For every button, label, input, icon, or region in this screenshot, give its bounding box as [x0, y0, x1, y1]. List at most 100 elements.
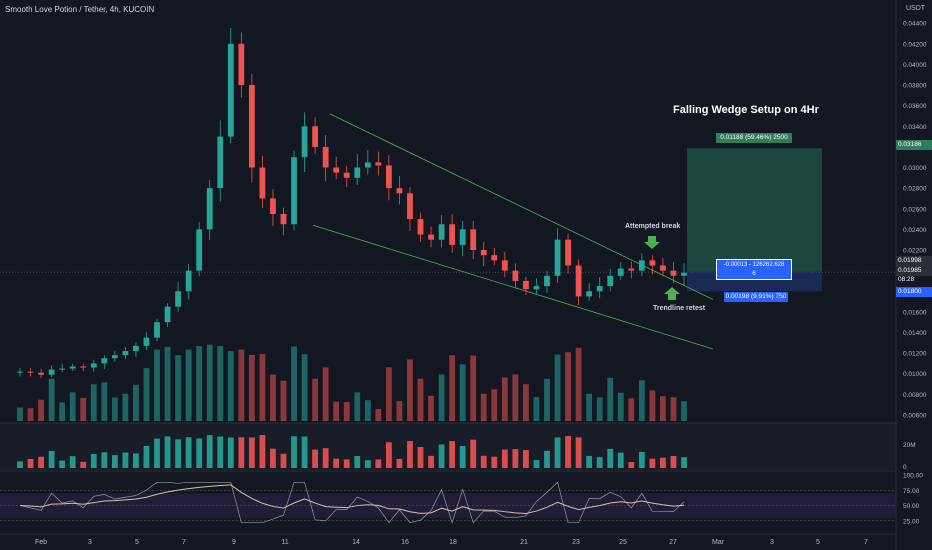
candle [638, 260, 645, 271]
volume-pane-bar [533, 460, 540, 468]
candle [111, 355, 118, 359]
symbol-title: Smooth Love Potion / Tether, 4h, KUCOIN [5, 5, 155, 14]
time-tick-label: 21 [520, 539, 528, 546]
volume-bar [607, 377, 614, 421]
time-tick-label: 5 [816, 539, 820, 546]
time-tick-label: 9 [232, 539, 236, 546]
volume-pane-bar [660, 457, 666, 468]
volume-bar [491, 389, 498, 421]
volume-pane-bar [333, 458, 340, 468]
candle [154, 322, 160, 338]
time-tick-label: 3 [88, 539, 92, 546]
volume-pane-bar [586, 455, 593, 468]
volume-pane-bar [396, 458, 403, 468]
candle [375, 162, 382, 166]
candle [270, 198, 276, 214]
rsi-ma-line [19, 484, 685, 514]
volume-bar [428, 395, 434, 421]
volume-pane-bar [69, 456, 76, 468]
candle [512, 270, 519, 281]
volume-pane-bar [122, 452, 129, 468]
rsi-tick-label: 25.00 [903, 518, 920, 525]
volume-pane-bar [238, 437, 245, 468]
candle [185, 270, 192, 292]
volume-pane-bar [259, 435, 266, 468]
volume-pane-bar [111, 455, 118, 468]
candle [449, 224, 456, 245]
candle [649, 260, 656, 266]
volume-bar [143, 368, 150, 421]
volume-bar [638, 380, 645, 421]
time-tick-label: 7 [182, 539, 186, 546]
volume-bar [512, 374, 519, 421]
volume-bar [101, 382, 108, 421]
volume-bar [69, 392, 76, 421]
candle [48, 369, 55, 375]
volume-pane-bar [544, 450, 550, 468]
volume-pane-bar [354, 456, 361, 468]
candle [101, 358, 108, 364]
price-tick-label: 0.03800 [903, 83, 927, 90]
volume-pane-bar [206, 435, 213, 468]
setup-headline: Falling Wedge Setup on 4Hr [673, 104, 819, 116]
price-tick-label: 0.03600 [903, 103, 927, 110]
volume-pane-bar [596, 457, 603, 468]
volume-pane-bar [196, 438, 203, 468]
candle [364, 162, 371, 168]
price-tick-label: 0.00600 [903, 412, 927, 419]
volume-pane-bar [512, 449, 519, 468]
volume-pane-bar [681, 457, 687, 468]
volume-pane-bar [217, 436, 224, 468]
candle [196, 229, 203, 271]
volume-bar [238, 349, 245, 421]
volume-pane-bar [565, 436, 571, 468]
volume-pane-bar [164, 436, 171, 468]
volume-tick-label: 0 [903, 464, 907, 471]
rsi-line [19, 481, 685, 524]
price-tick-label: 0.04000 [903, 62, 927, 69]
volume-pane-bar [449, 441, 456, 468]
volume-bar [385, 367, 392, 421]
volume-pane-bar [501, 449, 508, 468]
volume-bar [175, 355, 181, 421]
candle [491, 255, 498, 261]
volume-bar [312, 378, 319, 421]
volume-pane-bar [554, 437, 561, 468]
candle [438, 224, 445, 240]
volume-bar [533, 396, 540, 421]
volume-bar [217, 346, 224, 421]
volume-bar [164, 346, 171, 421]
volume-bar [449, 355, 456, 421]
volume-pane-bar [438, 444, 445, 468]
volume-bar [111, 397, 118, 421]
volume-bar [523, 384, 529, 421]
candle [628, 268, 635, 271]
candle [480, 250, 487, 256]
currency-label: USDT [906, 5, 926, 12]
time-tick-label: 27 [669, 539, 677, 546]
price-tick-label: 0.01000 [903, 371, 927, 378]
price-tick-label: 0.01200 [903, 351, 927, 358]
volume-bar [122, 393, 129, 421]
candle [322, 146, 329, 168]
volume-pane-bar [27, 458, 34, 468]
volume-pane-bar [133, 453, 139, 468]
volume-pane-bar [301, 436, 308, 468]
volume-pane-bar [407, 441, 413, 468]
position-info-box[interactable]: -0.00013 - 126262.628 6 [716, 259, 792, 280]
volume-bar [544, 378, 550, 421]
candle [343, 172, 350, 178]
stop-price-label: 0.01800 [896, 287, 932, 297]
volume-pane-bar [291, 436, 297, 468]
volume-bar [38, 399, 44, 421]
volume-bar [270, 374, 276, 421]
volume-bar [322, 367, 329, 421]
volume-bar [206, 344, 213, 421]
trendline-retest-label: Trendline retest [653, 305, 706, 312]
candle [385, 165, 392, 189]
candle [122, 351, 129, 356]
volume-bar [554, 354, 561, 421]
volume-pane-bar [417, 446, 424, 468]
candle [586, 291, 593, 297]
